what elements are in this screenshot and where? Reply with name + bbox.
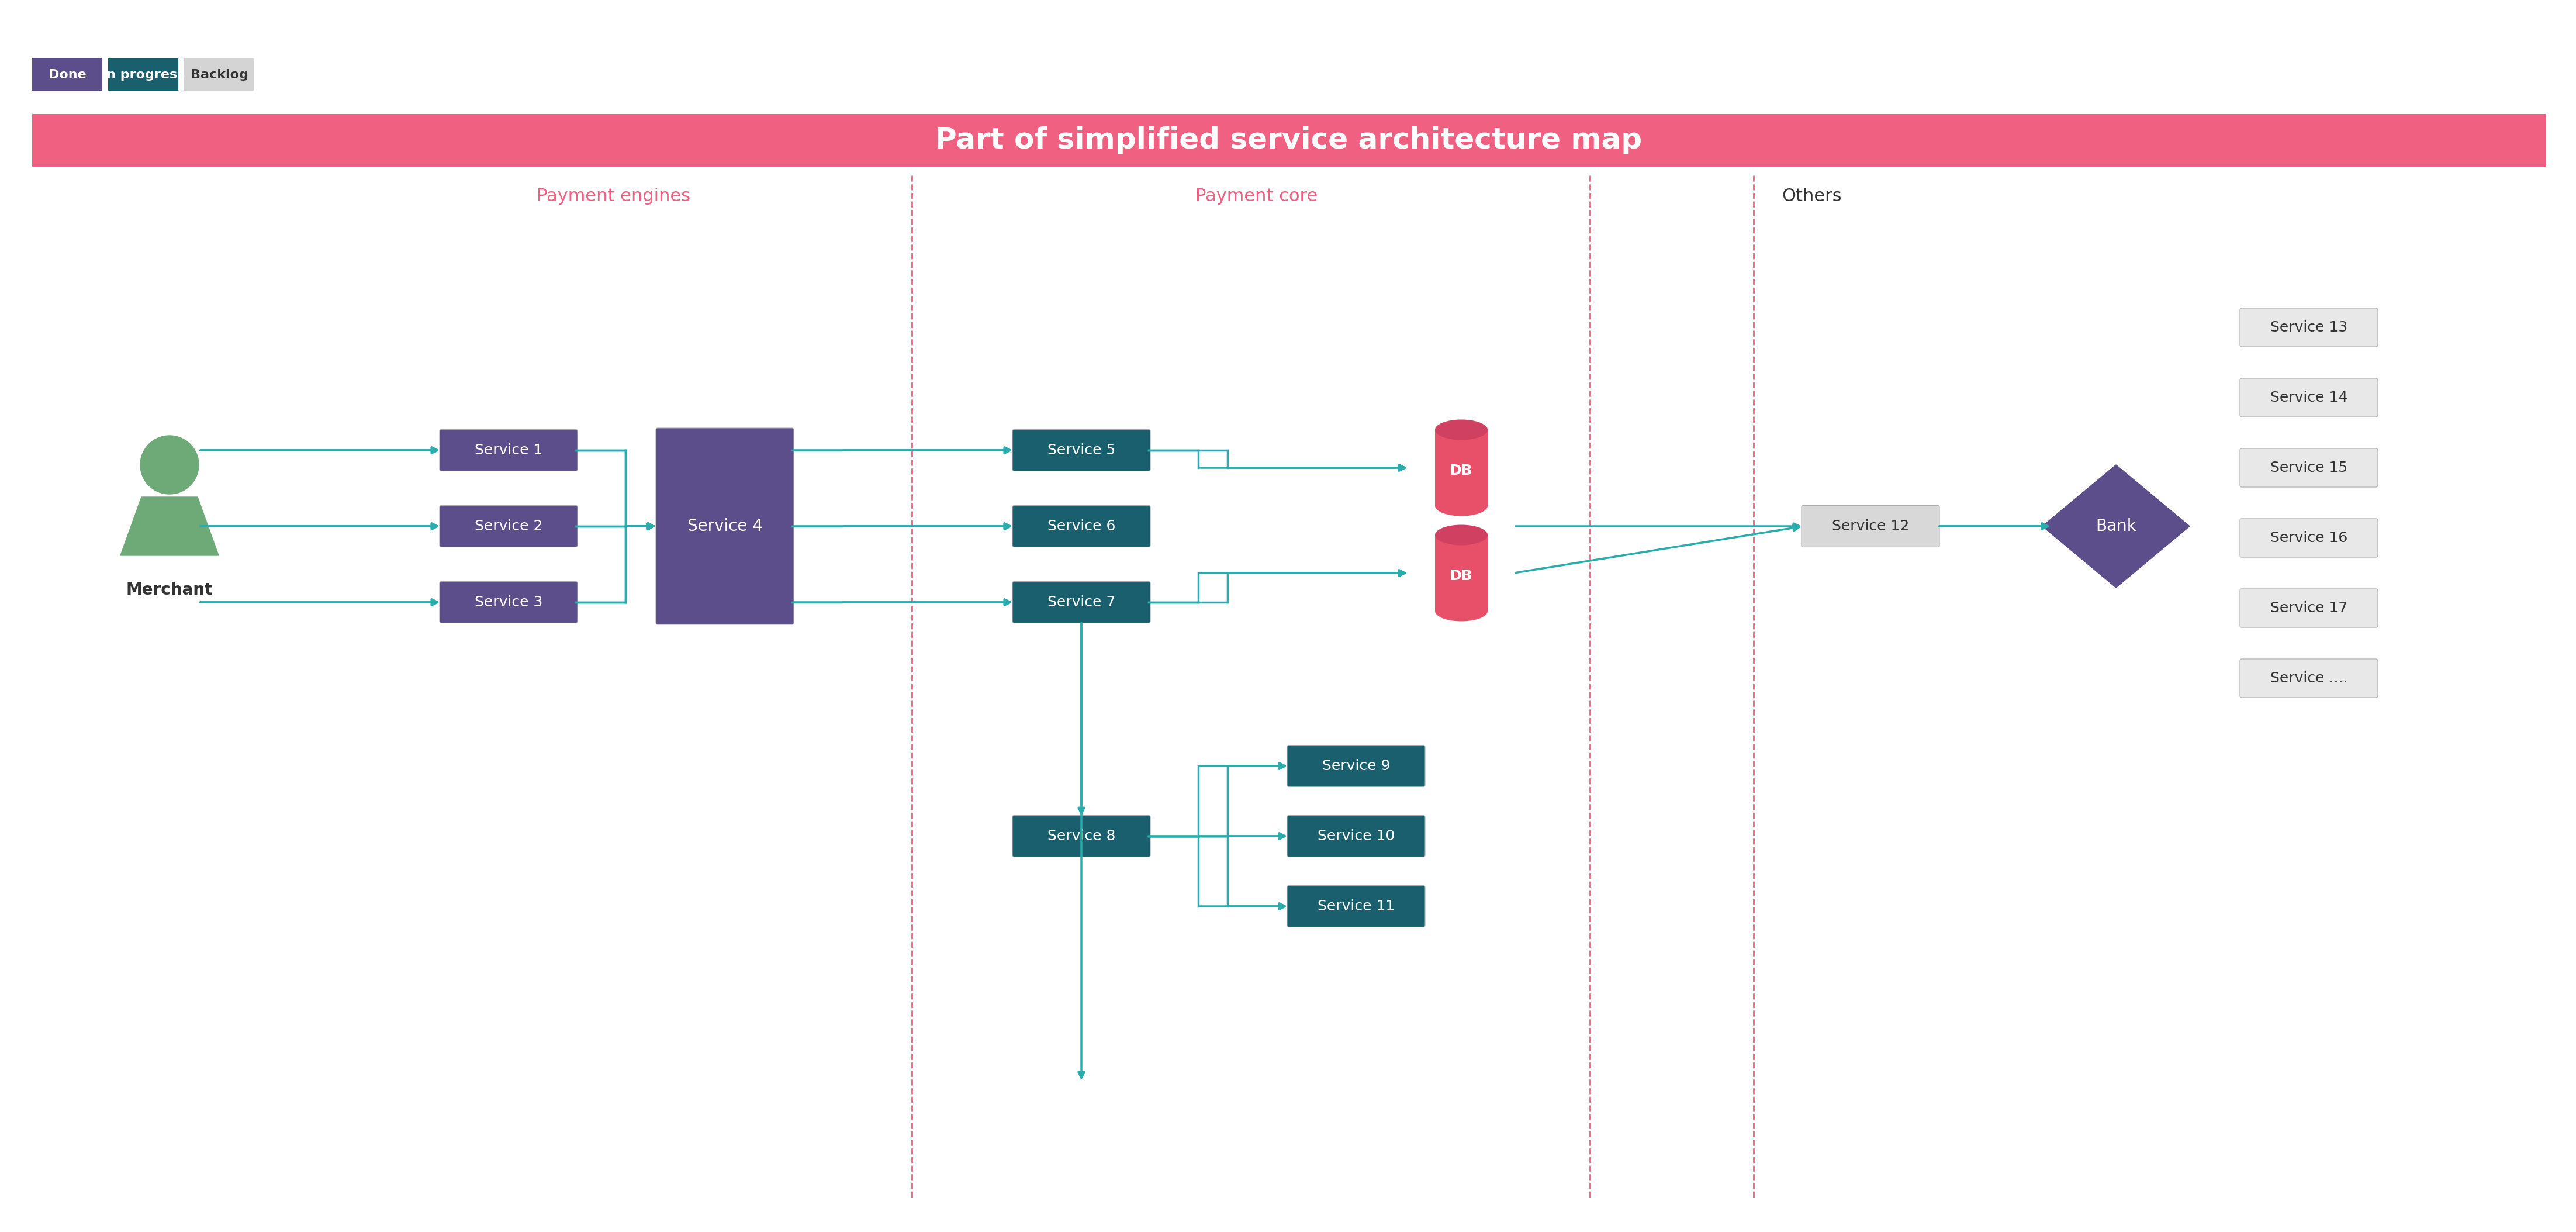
Text: Service 13: Service 13	[2269, 320, 2347, 334]
Text: Service 16: Service 16	[2269, 531, 2347, 545]
FancyBboxPatch shape	[1012, 582, 1151, 623]
Text: Backlog: Backlog	[191, 69, 247, 80]
FancyBboxPatch shape	[657, 428, 793, 625]
FancyBboxPatch shape	[1435, 430, 1486, 506]
Text: Service 14: Service 14	[2269, 391, 2347, 404]
Circle shape	[139, 436, 198, 494]
Text: Service 8: Service 8	[1048, 829, 1115, 843]
Polygon shape	[2043, 464, 2190, 588]
FancyBboxPatch shape	[183, 58, 255, 91]
Text: Others: Others	[1783, 187, 1842, 205]
FancyBboxPatch shape	[1288, 816, 1425, 857]
FancyBboxPatch shape	[440, 582, 577, 623]
Text: Service 10: Service 10	[1316, 829, 1394, 843]
Text: Service 17: Service 17	[2269, 601, 2347, 615]
FancyBboxPatch shape	[31, 115, 2545, 166]
FancyBboxPatch shape	[2241, 448, 2378, 487]
Polygon shape	[121, 496, 219, 556]
Text: Service 6: Service 6	[1048, 519, 1115, 533]
Text: Service 7: Service 7	[1048, 595, 1115, 610]
FancyBboxPatch shape	[1012, 816, 1151, 857]
Text: Done: Done	[49, 69, 85, 80]
FancyBboxPatch shape	[2241, 308, 2378, 346]
Text: Service 11: Service 11	[1316, 899, 1394, 913]
Text: Service 5: Service 5	[1048, 444, 1115, 457]
Text: Service 4: Service 4	[688, 519, 762, 535]
Text: DB: DB	[1450, 569, 1473, 583]
FancyBboxPatch shape	[1288, 745, 1425, 787]
FancyBboxPatch shape	[440, 505, 577, 547]
Text: Service ....: Service ....	[2269, 671, 2347, 685]
Text: Service 12: Service 12	[1832, 519, 1909, 533]
FancyBboxPatch shape	[440, 430, 577, 471]
Ellipse shape	[1435, 495, 1486, 516]
FancyBboxPatch shape	[1435, 535, 1486, 611]
Ellipse shape	[1435, 420, 1486, 440]
FancyBboxPatch shape	[2241, 589, 2378, 627]
Text: Service 3: Service 3	[474, 595, 544, 610]
Text: Payment engines: Payment engines	[536, 187, 690, 205]
Text: Merchant: Merchant	[126, 582, 214, 599]
Text: Service 15: Service 15	[2269, 461, 2347, 474]
Text: Service 1: Service 1	[474, 444, 544, 457]
Ellipse shape	[1435, 525, 1486, 546]
FancyBboxPatch shape	[1288, 886, 1425, 926]
FancyBboxPatch shape	[1801, 505, 1940, 547]
Text: DB: DB	[1450, 463, 1473, 478]
Ellipse shape	[1435, 601, 1486, 621]
FancyBboxPatch shape	[2241, 378, 2378, 416]
FancyBboxPatch shape	[31, 58, 103, 91]
Text: Bank: Bank	[2097, 519, 2136, 535]
Text: In progress: In progress	[100, 69, 185, 80]
Text: Service 2: Service 2	[474, 519, 544, 533]
FancyBboxPatch shape	[1012, 505, 1151, 547]
FancyBboxPatch shape	[108, 58, 178, 91]
Text: Service 9: Service 9	[1321, 759, 1391, 772]
FancyBboxPatch shape	[2241, 659, 2378, 697]
Text: Part of simplified service architecture map: Part of simplified service architecture …	[935, 127, 1643, 154]
FancyBboxPatch shape	[1012, 430, 1151, 471]
FancyBboxPatch shape	[2241, 519, 2378, 557]
Text: Payment core: Payment core	[1195, 187, 1319, 205]
